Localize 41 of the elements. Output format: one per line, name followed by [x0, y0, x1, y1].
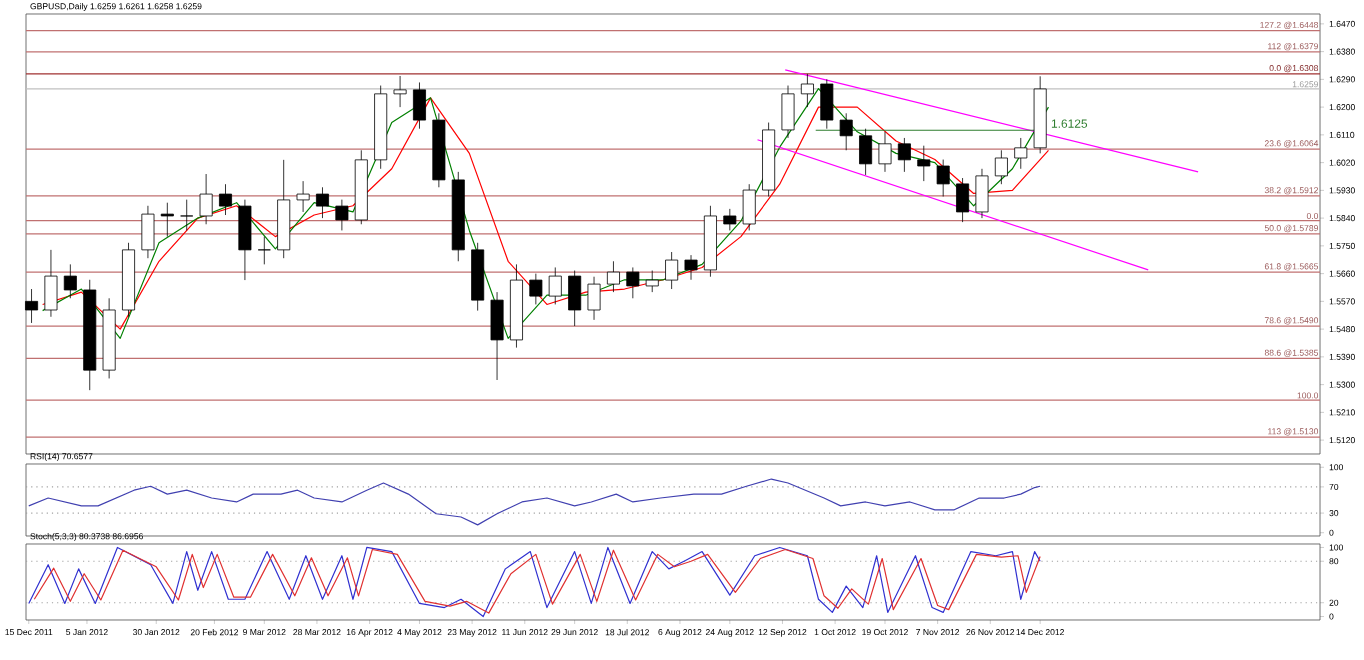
candlestick [160, 202, 174, 238]
candlestick [548, 267, 562, 305]
candlestick [936, 159, 950, 197]
candlestick [781, 85, 795, 139]
candlestick [684, 254, 698, 281]
candlestick [859, 128, 873, 176]
candlestick [238, 199, 252, 281]
candlestick [25, 288, 39, 324]
candlestick [645, 270, 659, 293]
candlestick [626, 267, 640, 299]
candlestick [975, 168, 989, 219]
candlestick [63, 263, 77, 299]
candlestick [917, 145, 931, 182]
candlestick [335, 199, 349, 231]
candlestick [219, 183, 232, 216]
candlestick [296, 180, 310, 213]
candlestick [820, 78, 834, 130]
candlestick [665, 251, 679, 290]
candlestick [180, 199, 194, 231]
candlestick [1014, 137, 1028, 170]
candlestick [956, 177, 970, 223]
candlestick [199, 173, 213, 225]
candlestick [529, 273, 543, 305]
line-series [28, 478, 1041, 526]
candlestick [800, 73, 814, 108]
candlestick [606, 260, 620, 293]
candlestick [315, 186, 329, 219]
candlestick [393, 75, 407, 108]
candlestick [490, 291, 504, 381]
candlestick [994, 149, 1008, 185]
candlestick [257, 236, 271, 265]
candlestick [44, 249, 58, 318]
candlestick [141, 205, 155, 259]
candlestick [839, 112, 853, 151]
candlestick [742, 183, 756, 231]
candlestick [897, 137, 911, 173]
candlestick [723, 208, 737, 231]
candlestick [878, 131, 892, 173]
candlestick [412, 82, 426, 130]
candlestick [587, 276, 601, 321]
candlestick [568, 270, 582, 327]
